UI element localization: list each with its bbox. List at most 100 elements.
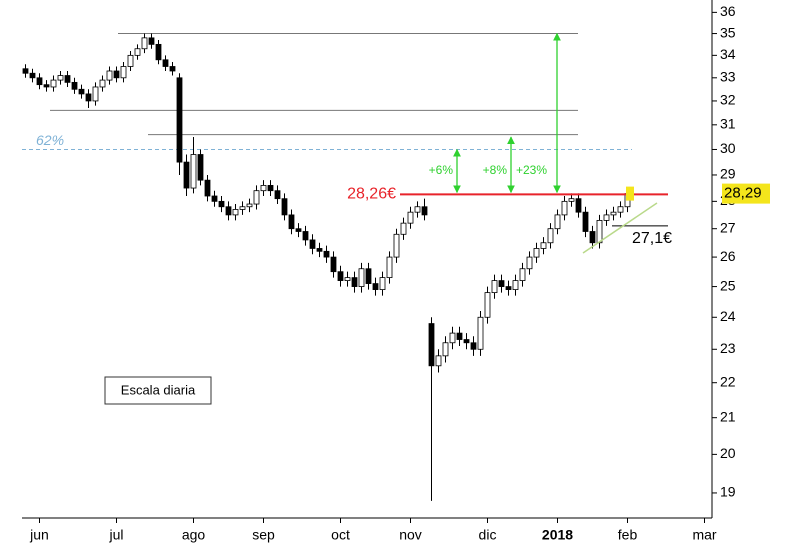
- candle-body: [120, 66, 127, 79]
- y-tick-label: 23: [720, 340, 736, 356]
- candle-body: [99, 79, 106, 88]
- x-tick-label: dic: [479, 527, 497, 543]
- candle-body: [575, 198, 582, 213]
- candle-body: [554, 214, 561, 230]
- candle-body: [302, 231, 309, 241]
- candle-body: [491, 280, 498, 294]
- candle-body: [351, 277, 358, 287]
- candle-body: [407, 211, 414, 224]
- price-marker: [626, 186, 634, 201]
- candle-body: [155, 43, 162, 61]
- candle-body: [498, 280, 505, 287]
- x-tick-label: jun: [29, 527, 49, 543]
- candle-body: [113, 70, 120, 79]
- candle-body: [92, 86, 99, 102]
- candle-body: [309, 239, 316, 249]
- candle-body: [540, 242, 547, 249]
- candle-body: [484, 292, 491, 318]
- candle-body: [106, 70, 113, 81]
- candle-body: [295, 228, 302, 232]
- candle-body: [449, 332, 456, 344]
- candle-body: [582, 211, 589, 232]
- candle-body: [36, 77, 43, 86]
- candle-body: [477, 316, 484, 350]
- candle-body: [526, 256, 533, 270]
- candle-body: [176, 77, 183, 163]
- y-tick-label: 35: [720, 24, 736, 40]
- candle-body: [323, 250, 330, 258]
- candle-body: [519, 268, 526, 281]
- price-box: [722, 183, 770, 204]
- candle-body: [253, 190, 260, 205]
- candle-body: [43, 84, 50, 88]
- candle-body: [568, 198, 575, 202]
- y-tick-label: 32: [720, 92, 736, 108]
- y-tick-label: 30: [720, 140, 736, 156]
- candle-body: [57, 75, 64, 81]
- candle-body: [442, 342, 449, 357]
- y-tick-label: 25: [720, 277, 736, 293]
- candle-body: [50, 79, 57, 88]
- retracement-label: 62%: [36, 132, 64, 148]
- trend-line: [582, 202, 658, 254]
- candle-body: [134, 48, 141, 56]
- candle-body: [169, 66, 176, 72]
- candle-body: [211, 195, 218, 202]
- candle-body: [428, 323, 435, 367]
- candle-body: [603, 214, 610, 221]
- y-tick-label: 27: [720, 219, 736, 235]
- candle-body: [71, 81, 78, 90]
- candle-body: [64, 75, 71, 83]
- candle-body: [246, 203, 253, 208]
- candle-body: [162, 59, 169, 67]
- resistance-label: 28,26€: [347, 186, 396, 203]
- candle-body: [141, 37, 148, 50]
- y-tick-label: 29: [720, 166, 736, 182]
- y-tick-label: 24: [720, 308, 736, 324]
- candle-body: [218, 200, 225, 208]
- candle-body: [435, 355, 442, 367]
- candle-body: [85, 93, 92, 102]
- candle-body: [232, 209, 239, 216]
- candle-body: [274, 190, 281, 200]
- candle-body: [29, 72, 36, 79]
- gain-label: +23%: [516, 163, 547, 177]
- candle-body: [225, 206, 232, 216]
- candle-body: [512, 280, 519, 290]
- candle-body: [561, 200, 568, 216]
- candle-body: [330, 256, 337, 273]
- candle-body: [337, 271, 344, 281]
- x-tick-label: 2018: [542, 527, 573, 543]
- candle-body: [127, 54, 134, 67]
- candle-body: [344, 277, 351, 281]
- y-tick-label: 22: [720, 373, 736, 389]
- x-tick-label: oct: [331, 527, 350, 543]
- candle-body: [463, 339, 470, 344]
- candle-body: [372, 283, 379, 290]
- gain-label: +6%: [429, 163, 454, 177]
- candle-body: [414, 206, 421, 213]
- candle-body: [197, 154, 204, 181]
- y-tick-label: 20: [720, 445, 736, 461]
- candle-body: [267, 185, 274, 192]
- candle-body: [386, 256, 393, 279]
- y-tick-label: 21: [720, 408, 736, 424]
- candle-body: [533, 248, 540, 258]
- y-tick-label: 26: [720, 248, 736, 264]
- x-tick-label: ago: [182, 527, 206, 543]
- candle-body: [148, 37, 155, 45]
- candle-body: [470, 342, 477, 350]
- candle-body: [239, 206, 246, 210]
- x-tick-label: sep: [252, 527, 275, 543]
- y-tick-label: 34: [720, 46, 736, 62]
- candle-body: [22, 68, 29, 74]
- candle-body: [617, 206, 624, 213]
- candle-body: [281, 198, 288, 216]
- candle-body: [400, 222, 407, 235]
- candle-body: [183, 161, 190, 189]
- candle-body: [358, 268, 365, 287]
- gain-label: +8%: [483, 163, 508, 177]
- y-tick-label: 33: [720, 69, 736, 85]
- candle-body: [78, 88, 85, 95]
